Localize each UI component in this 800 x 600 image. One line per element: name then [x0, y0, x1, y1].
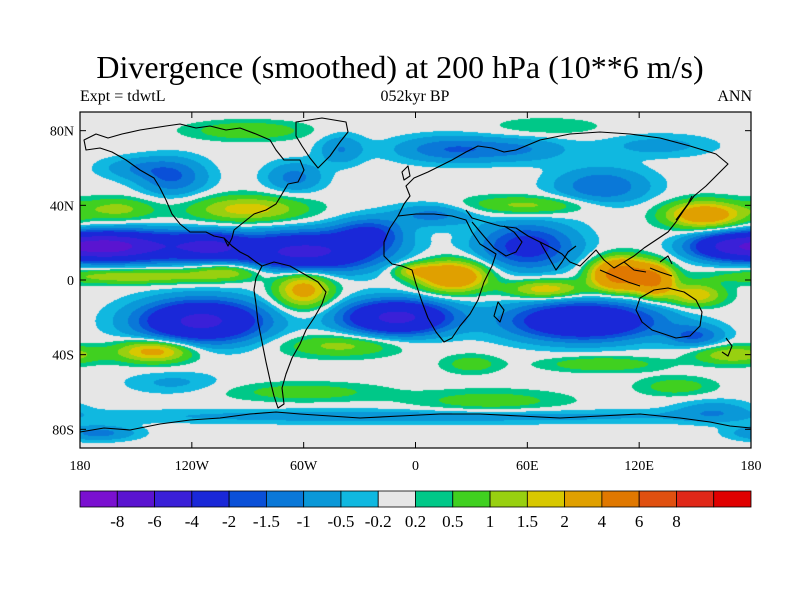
- colorbar-label: -8: [110, 512, 124, 531]
- colorbar-label: 4: [598, 512, 607, 531]
- time-label: 052kyr BP: [380, 88, 450, 105]
- coast-australia: [635, 287, 703, 339]
- colorbar-label: 1.5: [517, 512, 538, 531]
- season-label: ANN: [717, 88, 752, 105]
- coast-south-america: [253, 261, 327, 409]
- colorbar: -8 -6 -4 -2 -1.5 -1 -0.5 -0.2 0.2 0.5 1 1.5 2 4 6 8: [79, 490, 752, 531]
- longitude-axis: 180 120W 60W 0 60E 120E 180: [70, 112, 762, 474]
- colorbar-swatch: [340, 490, 379, 508]
- colorbar-label: -6: [147, 512, 161, 531]
- x-tick-label: 120W: [175, 459, 210, 474]
- x-tick-label: 60W: [290, 459, 318, 474]
- colorbar-swatch: [79, 490, 118, 508]
- colorbar-label: -1: [297, 512, 311, 531]
- coast-arabia: [471, 221, 523, 257]
- colorbar-label: -0.5: [327, 512, 354, 531]
- latitude-axis: 80N 40N 0 40S 80S: [50, 125, 751, 438]
- coast-uk: [401, 165, 411, 181]
- colorbar-swatch: [154, 490, 193, 508]
- experiment-label: Expt = tdwtL: [80, 88, 166, 105]
- colorbar-swatch: [377, 490, 416, 508]
- coast-india: [539, 241, 577, 271]
- colorbar-label: 8: [672, 512, 681, 531]
- colorbar-swatch: [265, 490, 305, 508]
- coast-asia: [465, 131, 729, 269]
- coast-europe: [397, 145, 517, 217]
- coastlines: [80, 117, 751, 433]
- y-tick-label: 40N: [50, 199, 74, 214]
- colorbar-label: -2: [222, 512, 236, 531]
- colorbar-label: 6: [635, 512, 644, 531]
- colorbar-swatch: [452, 490, 491, 508]
- coast-indonesia: [599, 255, 673, 287]
- colorbar-swatch: [601, 490, 640, 508]
- colorbar-label: 2: [560, 512, 569, 531]
- y-tick-label: 40S: [52, 349, 74, 364]
- colorbar-swatch: [526, 490, 566, 508]
- map-panel: 180 120W 60W 0 60E 120E 180 80N 40N 0 40S 80S: [50, 111, 762, 474]
- colorbar-swatch: [415, 490, 454, 508]
- coast-north-america: [83, 123, 305, 247]
- colorbar-swatch: [191, 490, 230, 508]
- coast-new-zealand: [721, 337, 733, 357]
- colorbar-label: -0.2: [365, 512, 392, 531]
- y-tick-label: 80N: [50, 125, 74, 140]
- coast-madagascar: [493, 301, 505, 323]
- colorbar-label: -4: [185, 512, 200, 531]
- colorbar-swatch: [638, 490, 677, 508]
- x-tick-label: 120E: [624, 459, 654, 474]
- colorbar-label: 1: [486, 512, 495, 531]
- colorbar-swatch: [713, 490, 752, 508]
- colorbar-swatch: [676, 490, 715, 508]
- colorbar-swatch: [116, 490, 155, 508]
- coast-africa: [383, 213, 497, 343]
- y-tick-label: 80S: [52, 423, 74, 438]
- coast-greenland: [295, 117, 349, 169]
- colorbar-swatch: [489, 490, 528, 508]
- coast-antarctica: [80, 411, 751, 433]
- x-tick-label: 0: [412, 459, 419, 474]
- x-tick-label: 180: [741, 459, 762, 474]
- x-tick-label: 60E: [516, 459, 539, 474]
- coast-japan: [675, 195, 693, 221]
- x-tick-label: 180: [70, 459, 91, 474]
- colorbar-swatch: [228, 490, 267, 508]
- divergence-field: [80, 112, 751, 448]
- colorbar-swatch: [303, 490, 342, 508]
- colorbar-label: 0.5: [442, 512, 463, 531]
- coast-central-america: [223, 237, 263, 267]
- colorbar-label: -1.5: [253, 512, 280, 531]
- colorbar-label: 0.2: [405, 512, 426, 531]
- y-tick-label: 0: [67, 274, 74, 289]
- plot-title: Divergence (smoothed) at 200 hPa (10**6 …: [96, 49, 704, 85]
- colorbar-swatch: [564, 490, 603, 508]
